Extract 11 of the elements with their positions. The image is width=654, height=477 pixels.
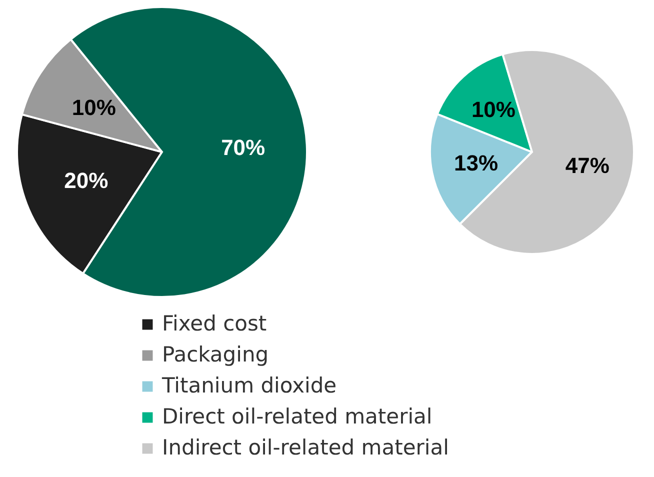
legend-label: Indirect oil-related material xyxy=(162,436,449,460)
data-label: 10% xyxy=(72,94,116,120)
data-label: 70% xyxy=(221,134,266,160)
legend-label: Packaging xyxy=(162,342,269,366)
legend-label: Fixed cost xyxy=(162,312,267,336)
data-label: 20% xyxy=(64,168,108,194)
data-label: 10% xyxy=(471,96,516,122)
data-label: 13% xyxy=(454,150,498,176)
legend-label: Direct oil-related material xyxy=(162,404,432,428)
data-label: 47% xyxy=(565,152,610,178)
legend-label: Titanium dioxide xyxy=(161,374,337,398)
